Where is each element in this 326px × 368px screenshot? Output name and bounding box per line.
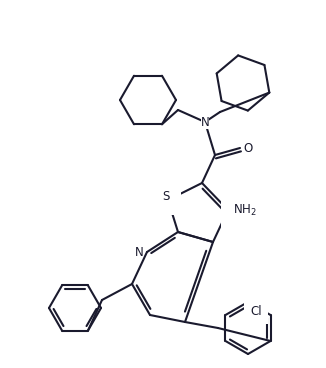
Text: Cl: Cl bbox=[250, 305, 262, 318]
Text: O: O bbox=[243, 142, 252, 155]
Text: N: N bbox=[135, 245, 144, 258]
Text: N: N bbox=[200, 116, 209, 128]
Text: NH$_2$: NH$_2$ bbox=[233, 202, 257, 217]
Text: S: S bbox=[162, 191, 170, 204]
